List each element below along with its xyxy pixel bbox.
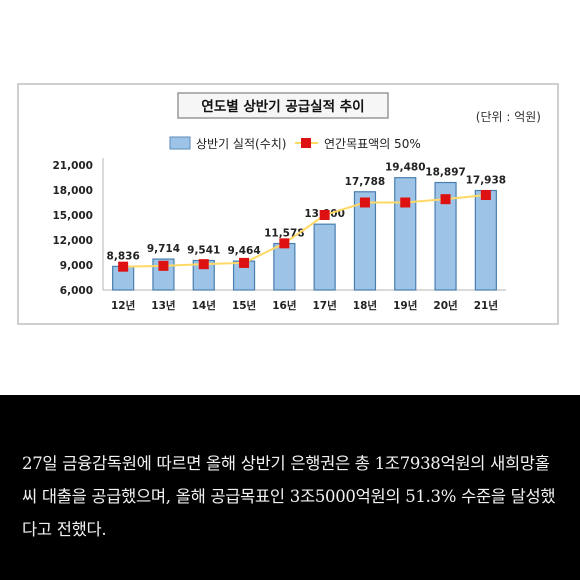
bar-value-label: 9,541 — [187, 244, 220, 256]
bar — [313, 223, 336, 291]
chart-title-box — [177, 92, 389, 119]
target-marker — [319, 210, 330, 220]
x-tick-label: 21년 — [474, 299, 498, 312]
bar-value-label: 18,897 — [425, 167, 466, 179]
chart-area: 연도별 상반기 공급실적 추이 (단위 : 억원) 상반기 실적(수치) 연간목… — [17, 83, 559, 325]
target-marker — [158, 260, 169, 271]
x-tick-labels: 12년 13년 14년 15년 16년 17년 18년 19년 20년 21년 — [111, 299, 498, 312]
target-marker — [198, 259, 209, 270]
legend-line-label: 연간목표액의 50% — [324, 137, 421, 151]
y-tick-label: 15,000 — [52, 210, 93, 222]
unit-note: (단위 : 억원) — [476, 110, 541, 124]
y-tick-label: 12,000 — [52, 235, 93, 247]
chart-svg: 연도별 상반기 공급실적 추이 (단위 : 억원) 상반기 실적(수치) 연간목… — [17, 83, 559, 325]
bar — [394, 177, 417, 291]
x-tick-label: 12년 — [111, 299, 135, 312]
bar-value-label: 17,788 — [345, 176, 386, 188]
target-marker — [400, 197, 411, 208]
target-line — [123, 194, 486, 268]
x-tick-label: 20년 — [433, 299, 457, 312]
y-tick-labels: 21,000 18,000 15,000 12,000 9,000 6,000 — [52, 160, 93, 297]
x-tick-label: 13년 — [151, 299, 175, 312]
target-marker — [118, 261, 129, 272]
bar — [353, 191, 377, 291]
target-markers — [118, 190, 491, 272]
bar — [434, 181, 457, 291]
bar — [474, 189, 497, 291]
x-tick-label: 16년 — [272, 299, 296, 312]
bar-value-label: 9,464 — [227, 245, 260, 257]
chart-title: 연도별 상반기 공급실적 추이 — [201, 98, 364, 115]
bar-series — [112, 177, 497, 291]
bar — [273, 242, 296, 291]
legend-bar-label: 상반기 실적(수치) — [196, 137, 286, 151]
legend-marker-swatch — [301, 138, 311, 148]
target-line-series — [123, 194, 486, 268]
x-tick-label: 17년 — [313, 299, 337, 312]
y-tick-label: 21,000 — [52, 160, 93, 172]
caption-text: 27일 금융감독원에 따르면 올해 상반기 은행권은 총 1조7938억원의 새… — [22, 454, 556, 539]
bar-value-label: 8,836 — [107, 250, 140, 262]
target-marker — [480, 190, 491, 200]
target-marker — [359, 197, 370, 208]
target-marker — [440, 194, 451, 205]
y-tick-label: 6,000 — [60, 285, 93, 297]
x-tick-label: 18년 — [353, 299, 377, 312]
y-tick-label: 9,000 — [60, 260, 93, 272]
x-tick-label: 15년 — [232, 299, 256, 312]
y-tick-label: 18,000 — [52, 185, 93, 197]
target-marker — [239, 257, 250, 268]
bar-value-label: 17,938 — [466, 175, 507, 187]
target-marker — [279, 238, 290, 249]
x-tick-label: 14년 — [192, 299, 216, 312]
bar-value-label: 19,480 — [385, 162, 426, 174]
x-tick-label: 19년 — [393, 299, 417, 312]
caption-panel: 27일 금융감독원에 따르면 올해 상반기 은행권은 총 1조7938억원의 새… — [0, 395, 580, 580]
legend-bar-swatch — [169, 136, 191, 150]
bar-value-label: 9,714 — [147, 243, 180, 255]
